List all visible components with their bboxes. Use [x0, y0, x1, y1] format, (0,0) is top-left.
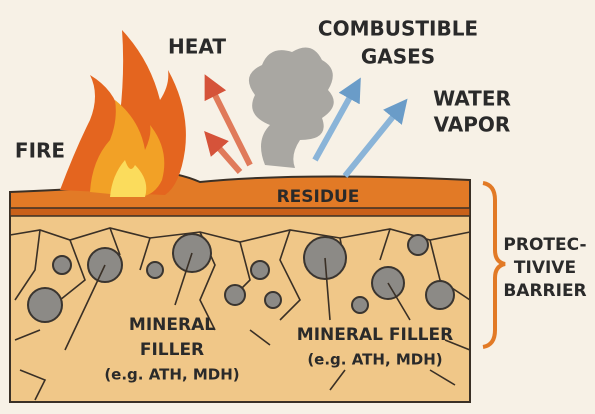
filler-label: FILLER [140, 340, 204, 360]
gas-arrows [312, 77, 408, 178]
filler-label: MINERAL [129, 315, 215, 335]
material-block [9, 171, 471, 403]
filler-label: (e.g. ATH, MDH) [104, 366, 239, 384]
fire-label: FIRE [15, 139, 65, 163]
heat-label: HEAT [168, 35, 226, 59]
vapor-label: WATER [433, 87, 511, 111]
filler-label: (e.g. ATH, MDH) [307, 351, 442, 369]
heat-arrows [204, 74, 253, 174]
barrier-label: BARRIER [503, 281, 586, 301]
barrier-label: PROTEC- [503, 235, 586, 255]
gases-label: GASES [361, 45, 435, 69]
gases-label: COMBUSTIBLE [318, 17, 478, 41]
filler-particles [27, 233, 455, 351]
vapor-label: VAPOR [434, 113, 511, 137]
filler-label: MINERAL FILLER [297, 325, 453, 345]
bracket [482, 181, 506, 349]
residue-label: RESIDUE [277, 187, 360, 207]
smoke [248, 47, 334, 168]
barrier-label: TIVIVE [514, 258, 576, 278]
flame [60, 30, 186, 197]
